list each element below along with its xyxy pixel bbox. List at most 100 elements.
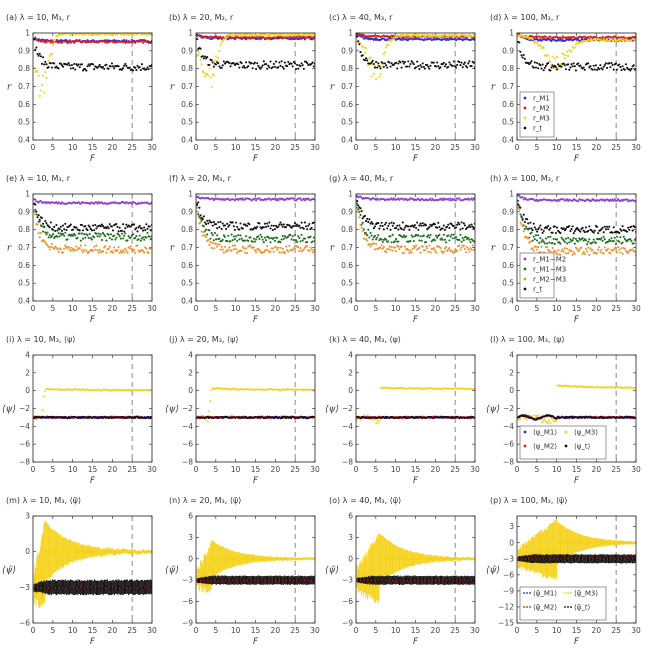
series-M2 [33, 37, 152, 44]
data-point [78, 232, 81, 235]
data-point [425, 245, 428, 248]
data-point [126, 251, 129, 254]
data-point [277, 225, 280, 228]
y-tick-label: −6 [182, 440, 193, 449]
subplot-title: (k) λ = 40, M₃, ⟨ψ⟩ [329, 335, 401, 344]
data-point [100, 238, 103, 242]
data-point [567, 252, 570, 255]
data-point [241, 245, 244, 248]
data-point [368, 236, 371, 239]
data-point [38, 218, 41, 221]
data-point [109, 415, 112, 418]
legend-label: r_M2 [533, 105, 550, 113]
data-point [50, 242, 54, 245]
data-point [232, 235, 235, 238]
data-point [298, 249, 301, 252]
data-point [215, 55, 218, 58]
data-point [86, 229, 89, 232]
data-point [242, 65, 245, 68]
data-point [306, 228, 309, 231]
data-point [419, 64, 422, 67]
y-axis-label: r [7, 83, 12, 93]
plot-area [356, 194, 475, 301]
data-point [278, 223, 281, 226]
x-tick-label: 20 [108, 304, 118, 313]
data-point [149, 238, 152, 241]
data-point [121, 223, 125, 226]
data-point [539, 224, 542, 227]
data-point [381, 247, 384, 250]
data-point [97, 41, 100, 44]
data-point [44, 70, 47, 74]
data-point [372, 227, 375, 230]
x-tick-label: 0 [194, 304, 199, 313]
data-point [56, 235, 59, 238]
y-tick-label: 2 [25, 368, 30, 377]
data-point [360, 226, 363, 229]
data-point [612, 68, 615, 71]
data-point [464, 251, 468, 254]
series-M1M2 [356, 195, 475, 202]
data-point [273, 228, 276, 231]
data-point [253, 249, 256, 252]
data-point [309, 246, 312, 249]
data-point [253, 240, 256, 243]
data-point [311, 240, 314, 243]
data-point [389, 248, 392, 251]
data-point [64, 244, 67, 247]
data-point [145, 68, 148, 71]
data-point [272, 250, 275, 253]
data-point [93, 229, 96, 232]
data-point [147, 68, 150, 71]
data-point [382, 53, 385, 56]
data-point [441, 227, 444, 230]
data-point [385, 64, 388, 67]
data-point [80, 223, 83, 227]
data-point [458, 197, 461, 200]
data-point [564, 54, 567, 57]
data-point [539, 237, 542, 240]
x-tick-label: 5 [213, 143, 218, 152]
data-point [251, 67, 254, 70]
data-point [90, 229, 93, 232]
data-point [246, 252, 249, 255]
data-point [402, 228, 405, 231]
data-point [235, 36, 238, 39]
data-point [218, 226, 221, 229]
x-tick-label: 0 [194, 465, 199, 474]
data-point [299, 240, 302, 243]
data-point [449, 235, 452, 238]
data-point [211, 61, 214, 64]
data-point [553, 225, 556, 228]
data-point [58, 228, 61, 231]
data-point [85, 249, 88, 252]
y-tick-label: 0.5 [341, 118, 353, 127]
data-point [34, 213, 37, 216]
subplot-title: (d) λ = 100, M₃, r [490, 13, 560, 22]
data-point [522, 53, 525, 57]
data-point [612, 226, 615, 229]
data-point [58, 235, 61, 238]
data-point [518, 194, 521, 197]
data-point [362, 228, 365, 231]
data-point [121, 67, 125, 70]
data-point [231, 239, 234, 242]
y-tick-label: 0.8 [181, 225, 193, 234]
data-point [517, 199, 520, 202]
data-point [148, 235, 151, 238]
data-point [103, 39, 106, 43]
data-point [273, 239, 276, 242]
x-tick-label: 5 [534, 143, 539, 152]
data-point [292, 238, 295, 242]
data-point [46, 231, 49, 234]
data-point [66, 417, 69, 420]
data-point [389, 228, 392, 231]
data-point [600, 237, 603, 240]
x-tick-label: 25 [290, 143, 300, 152]
data-point [621, 241, 624, 244]
data-point [69, 67, 72, 70]
data-point [290, 38, 293, 41]
data-point [202, 71, 205, 74]
data-point [527, 228, 530, 231]
data-point [63, 234, 66, 237]
